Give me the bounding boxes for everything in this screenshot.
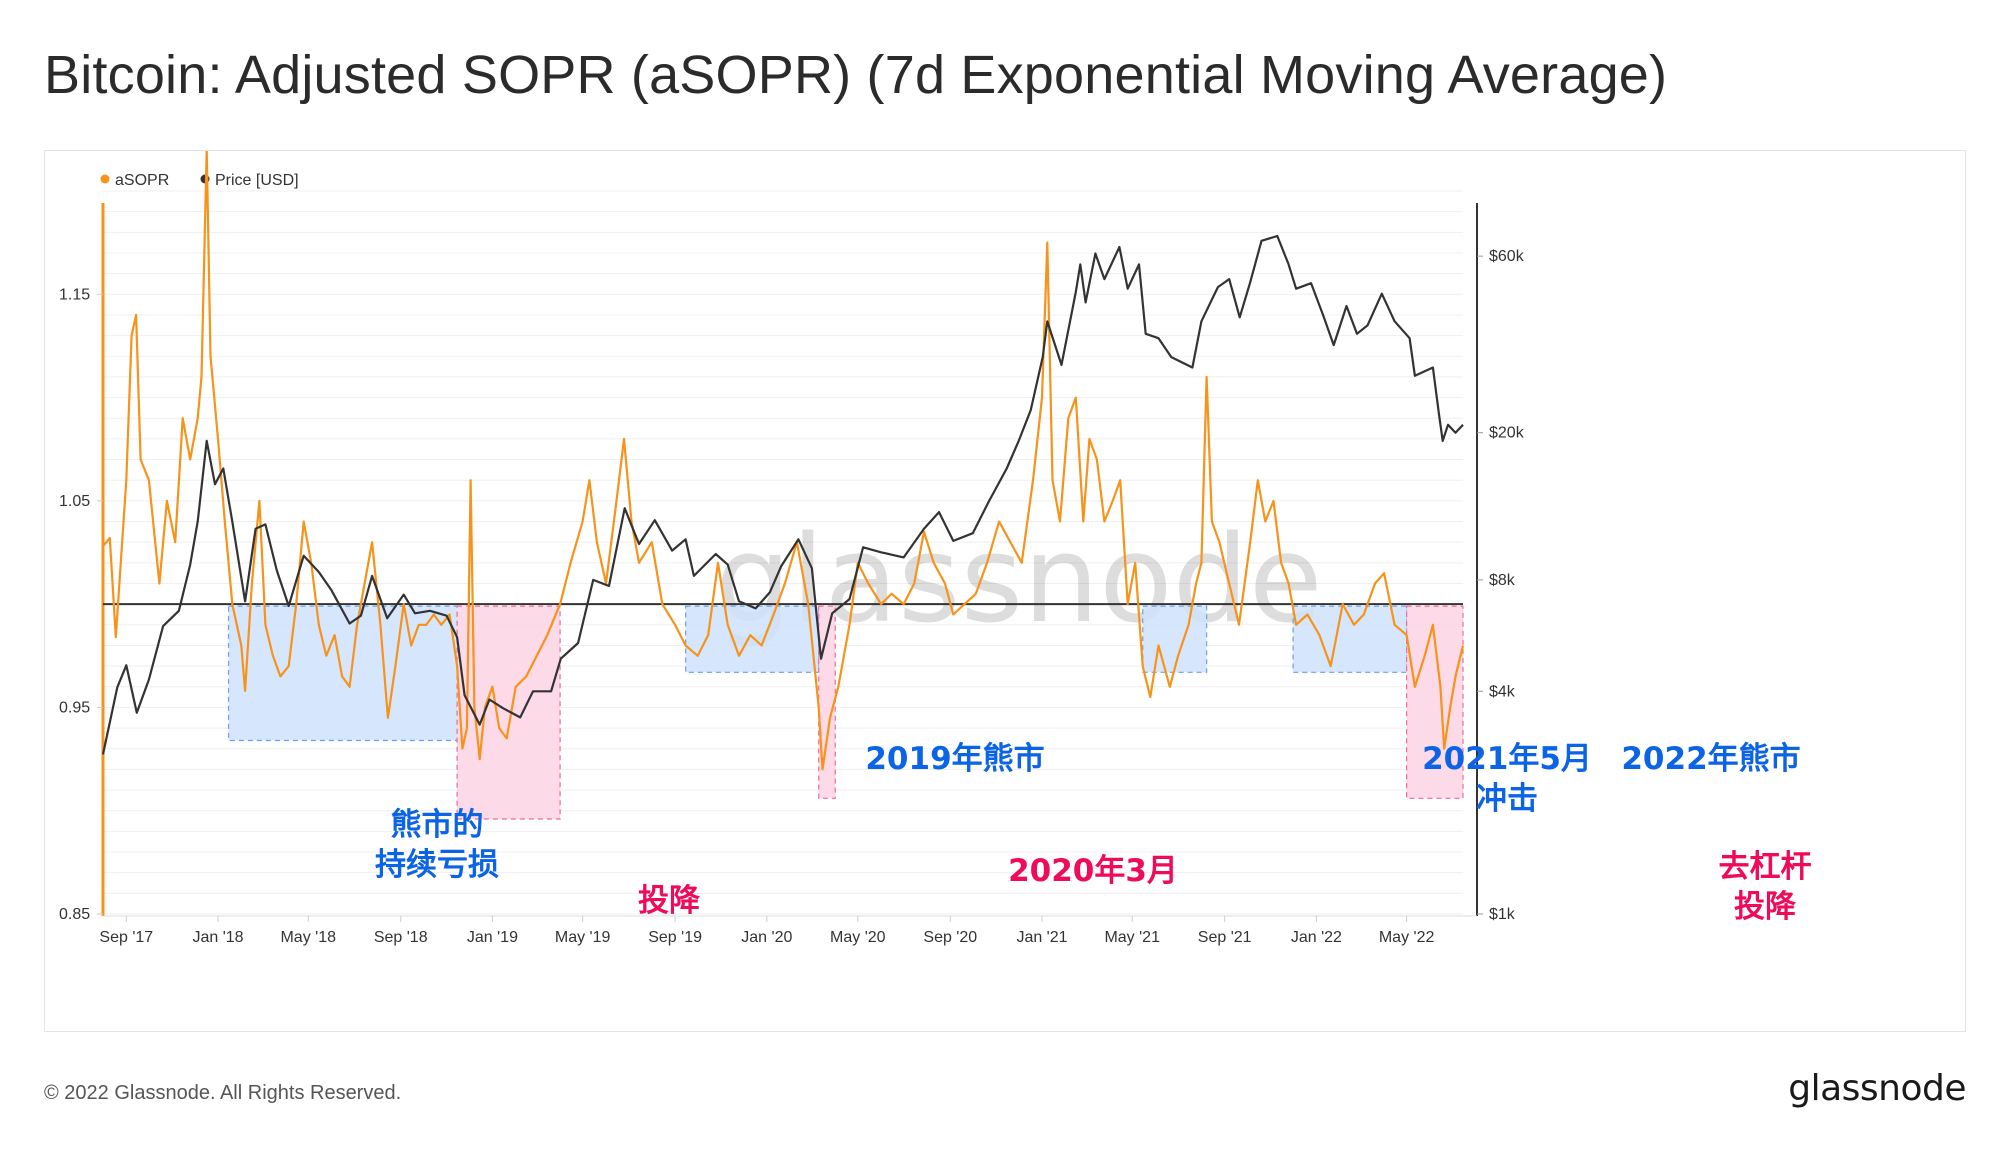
y-right-tick-label: $4k [1489,683,1516,700]
legend-entry: Price [USD] [215,172,299,189]
price-series-line [101,234,1464,755]
x-tick-label: May '21 [1104,929,1160,946]
annotation-label: 2021年5月 [1422,741,1592,777]
asopr-series-line [102,151,1465,771]
x-tick-label: Sep '18 [374,929,428,946]
x-tick-label: Jan '20 [741,929,792,946]
y-left-tick-label: 0.95 [59,699,90,716]
legend: aSOPR Price [USD] [100,172,299,189]
page-title: Bitcoin: Adjusted SOPR (aSOPR) (7d Expon… [44,45,1668,105]
y-right-tick-label: $8k [1489,572,1516,589]
annotation-label: 熊市的 [391,807,484,843]
x-tick-label: Jan '19 [467,929,518,946]
annotation-label: 持续亏损 [375,847,499,883]
series-layer [101,151,1465,771]
annotation-label: 2020年3月 [1008,853,1178,889]
x-tick-label: May '19 [555,929,611,946]
y-right-tick-label: $20k [1489,425,1525,442]
legend-swatch [100,174,110,184]
y-left-tick-label: 1.05 [59,493,90,510]
annotation-label: 冲击 [1476,781,1538,817]
x-tick-label: Sep '21 [1198,929,1252,946]
highlight-region-blue [685,605,820,673]
x-tick-label: May '20 [830,929,886,946]
x-tick-label: Sep '20 [923,929,977,946]
highlight-region-blue [1142,605,1208,673]
x-tick-label: Jan '22 [1291,929,1342,946]
chart-panel: aSOPR Price [USD] glassnode 0.85 0.95 1.05 1… [44,150,1966,1032]
x-tick-label: Sep '19 [648,929,702,946]
highlight-region-blue [227,605,458,742]
annotation-label: 去杠杆 [1719,849,1812,885]
axes: 0.85 0.95 1.05 1.15 $1k $4k $8k $20k $60k Sep '17… [59,203,1525,946]
legend-entry: aSOPR [115,172,169,189]
x-tick-label: May '18 [280,929,336,946]
y-left-tick-label: 0.85 [59,906,90,923]
chart-svg: aSOPR Price [USD] glassnode 0.850.951.051… [59,151,1812,946]
x-tick-label: May '22 [1379,929,1435,946]
x-tick-label: Jan '21 [1016,929,1067,946]
x-tick-label: Jan '18 [192,929,243,946]
annotation-label: 2022年熊市 [1621,741,1800,777]
annotation-label: 投降 [638,883,701,919]
annotation-label: 2019年熊市 [865,741,1044,777]
brand-logo: glassnode [1788,1068,1966,1109]
y-left-tick-label: 1.15 [59,286,90,303]
copyright-notice: © 2022 Glassnode. All Rights Reserved. [44,1082,402,1104]
annotation-label: 投降 [1734,889,1797,925]
y-right-tick-label: $60k [1489,248,1525,265]
x-tick-label: Sep '17 [99,929,153,946]
y-right-tick-label: $1k [1489,906,1516,923]
